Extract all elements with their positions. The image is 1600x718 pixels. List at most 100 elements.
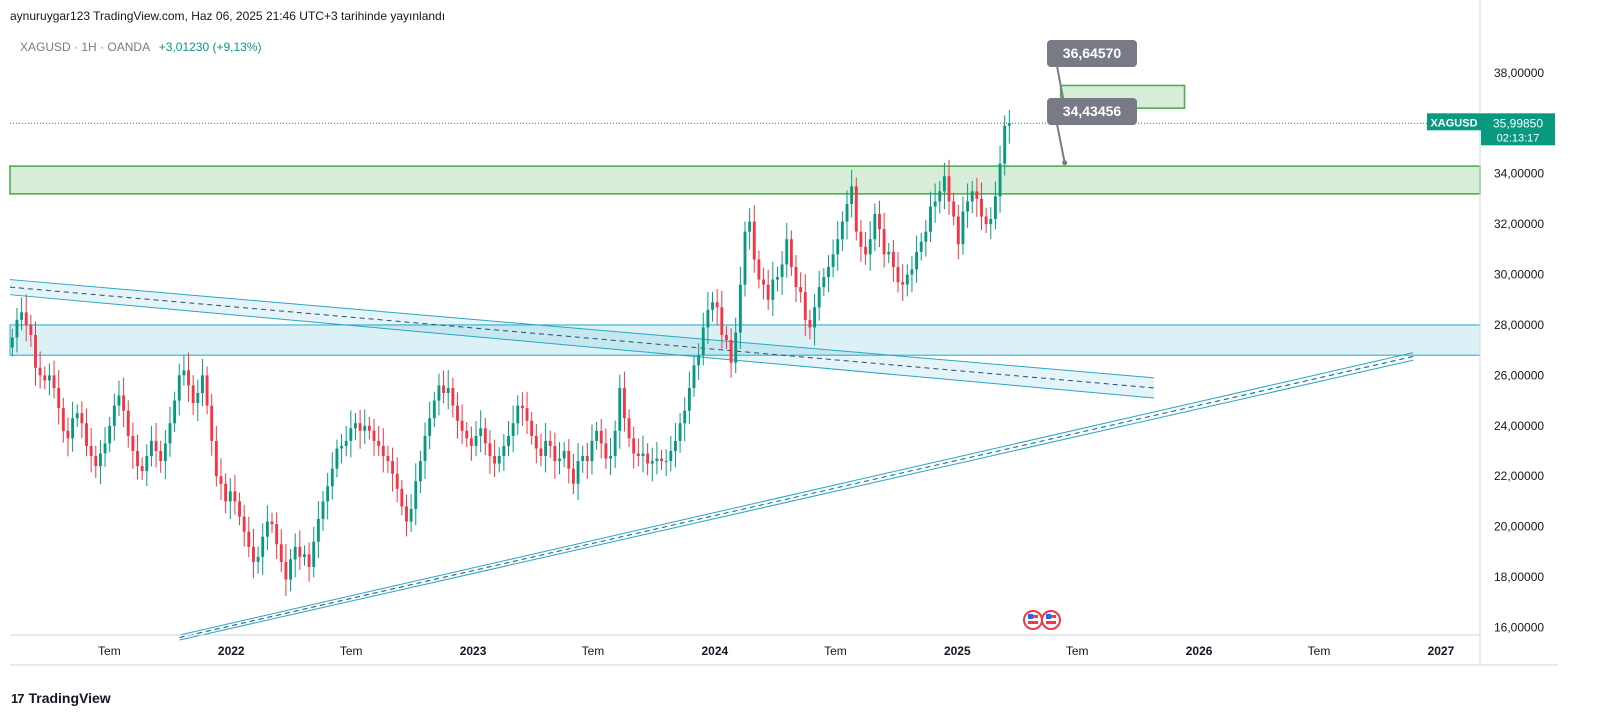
candle-body: [279, 544, 283, 562]
candle-body: [117, 395, 121, 406]
interval[interactable]: 1H: [81, 40, 97, 54]
price-tick-label: 30,00000: [1494, 268, 1544, 282]
candle-body: [544, 440, 548, 457]
candle-body: [488, 443, 492, 457]
candle-body: [845, 203, 849, 222]
rising-trendline-midline: [179, 355, 1414, 639]
last-price-tag: [1481, 113, 1555, 146]
candle-body: [558, 458, 561, 462]
candle-body: [122, 395, 126, 411]
candle-body: [827, 266, 830, 278]
candle-body: [126, 410, 130, 436]
candle-body: [29, 324, 33, 336]
candle-body: [989, 219, 993, 225]
candle-body: [660, 458, 663, 462]
candle-body: [650, 461, 654, 464]
candle-body: [984, 216, 988, 225]
candle-body: [813, 307, 816, 328]
candle-body: [386, 456, 390, 462]
rising-trendline-fill: [179, 352, 1414, 641]
candle-body: [400, 488, 404, 507]
tradingview-brand[interactable]: 17 TradingView: [11, 690, 111, 706]
candle-body: [187, 370, 190, 386]
candle-body: [47, 375, 51, 381]
candle-body: [664, 461, 668, 463]
candle-body: [479, 428, 483, 436]
price-tick-label: 38,00000: [1494, 66, 1544, 80]
candle-body: [1003, 125, 1007, 164]
candle-body: [822, 277, 826, 288]
candle-body: [715, 302, 719, 308]
candle-body: [354, 423, 357, 429]
candle-body: [511, 423, 515, 436]
candle-body: [149, 440, 153, 457]
time-tick-label: 2024: [702, 644, 729, 658]
candle-body: [483, 428, 487, 444]
candle-body: [530, 420, 534, 436]
time-tick-label: Tem: [98, 644, 121, 658]
candle-body: [701, 327, 705, 356]
zone-resistance: [9, 165, 1481, 195]
callout-pointer: [1056, 123, 1066, 163]
tradingview-logo: 17: [11, 690, 25, 706]
candle-body: [191, 385, 195, 404]
symbol-name[interactable]: XAGUSD: [20, 40, 71, 54]
price-tick-label: 24,00000: [1494, 419, 1544, 433]
candle-body: [632, 438, 636, 454]
candle-body: [891, 251, 895, 267]
candle-body: [613, 430, 617, 457]
candle-body: [460, 420, 464, 431]
callout-label: 36,64570: [1063, 45, 1122, 61]
candle-body: [929, 206, 932, 232]
candle-body: [803, 292, 807, 320]
us-flag-icon: [1023, 610, 1043, 630]
candle-body: [859, 231, 863, 247]
candle-body: [43, 375, 47, 381]
candle-body: [372, 430, 376, 441]
candle-body: [201, 375, 204, 393]
candle-body: [539, 448, 543, 457]
candle-body: [451, 387, 455, 406]
candle-body: [609, 456, 612, 459]
candle-body: [683, 410, 687, 424]
candle-body: [534, 435, 538, 449]
candles-layer: [10, 109, 1011, 596]
candle-body: [697, 355, 701, 366]
candle-body: [446, 387, 450, 393]
us-flag-icon: [1041, 610, 1061, 630]
candle-body: [335, 448, 339, 469]
candle-body: [956, 216, 960, 245]
falling-channel-midline: [9, 286, 1155, 389]
candle-body: [456, 405, 459, 421]
candle-body: [808, 319, 812, 328]
candle-body: [1007, 123, 1011, 126]
candle-body: [850, 186, 854, 204]
candle-body: [771, 279, 775, 300]
candle-body: [868, 239, 872, 255]
symbol-tag: [1427, 113, 1481, 131]
candle-body: [80, 413, 84, 424]
candle-body: [571, 468, 575, 484]
candle-body: [674, 440, 677, 451]
candle-body: [418, 461, 422, 482]
candle-body: [975, 191, 979, 199]
candle-body: [377, 440, 381, 446]
candle-body: [516, 405, 520, 424]
data-source: OANDA: [107, 40, 150, 54]
candle-body: [618, 387, 622, 431]
candle-body: [145, 456, 149, 472]
candle-body: [567, 450, 571, 469]
candle-body: [159, 450, 163, 462]
candle-body: [214, 440, 218, 477]
candle-body: [242, 516, 246, 532]
flag-stripe: [1046, 621, 1056, 624]
candle-body: [762, 279, 765, 285]
candle-body: [75, 413, 79, 419]
candle-body: [947, 176, 951, 202]
candle-body: [776, 277, 779, 280]
trendlines-layer: [9, 122, 1480, 641]
candle-body: [238, 501, 241, 517]
candle-body: [933, 201, 937, 207]
candle-body: [785, 239, 789, 265]
